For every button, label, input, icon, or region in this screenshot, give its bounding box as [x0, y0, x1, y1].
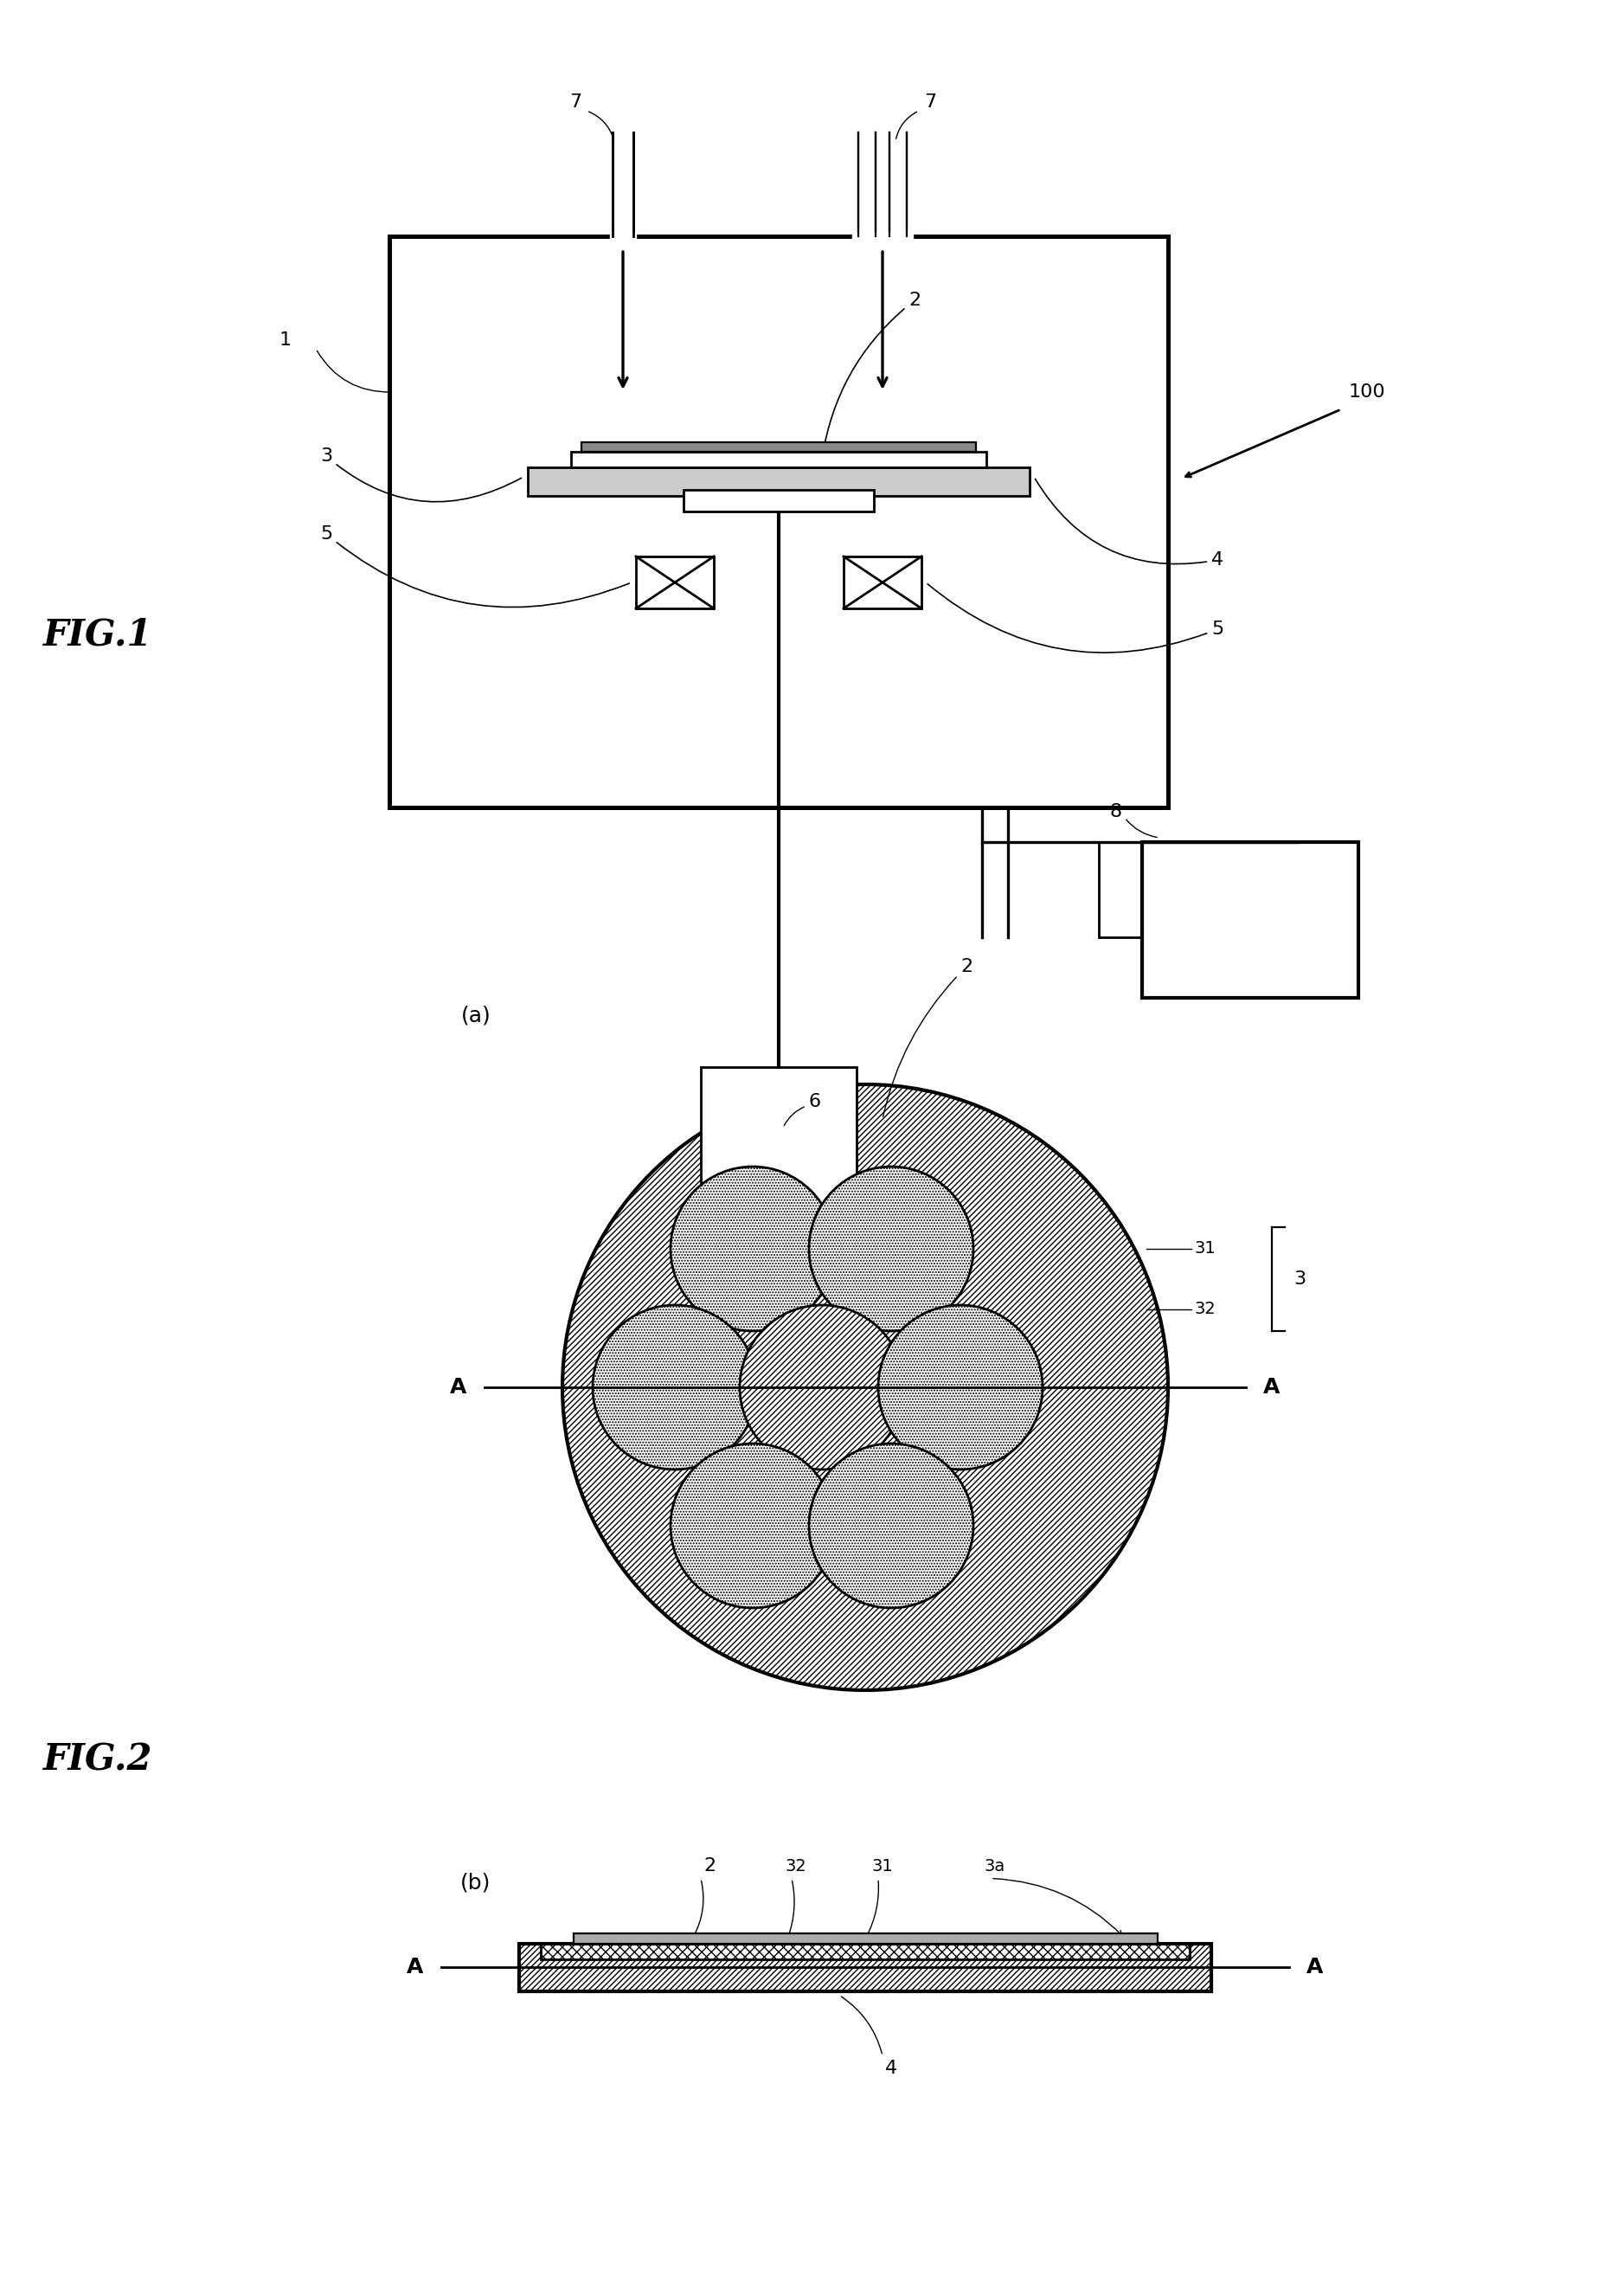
Bar [581, 443, 976, 452]
Text: 5: 5 [320, 526, 630, 606]
Text: FIG.2: FIG.2 [44, 1740, 153, 1777]
Circle shape [671, 1166, 835, 1332]
Text: 32: 32 [786, 1857, 807, 1874]
Text: 5: 5 [927, 583, 1223, 652]
Text: FIG.1: FIG.1 [44, 615, 153, 652]
Text: 2: 2 [703, 1857, 716, 1874]
Text: 8: 8 [1111, 804, 1122, 820]
Text: A: A [1307, 1956, 1324, 1977]
Text: 100: 100 [1348, 383, 1385, 402]
Circle shape [741, 1304, 905, 1469]
Circle shape [809, 1166, 973, 1332]
Text: 31: 31 [872, 1857, 893, 1874]
Bar [843, 556, 921, 608]
Bar [637, 556, 715, 608]
Bar [1099, 843, 1229, 937]
Bar [572, 452, 986, 468]
Circle shape [562, 1084, 1168, 1690]
Circle shape [809, 1444, 973, 1607]
Text: 4: 4 [1034, 480, 1223, 569]
Circle shape [593, 1304, 757, 1469]
Bar [528, 468, 1030, 496]
Bar [1142, 843, 1358, 999]
Text: 31: 31 [1194, 1240, 1215, 1256]
Text: 7: 7 [924, 94, 935, 110]
Text: (b): (b) [461, 1871, 490, 1894]
Bar [541, 1942, 1190, 1958]
Text: 3a: 3a [984, 1857, 1005, 1874]
Text: (a): (a) [461, 1006, 490, 1026]
Text: 3: 3 [1293, 1270, 1306, 1288]
Text: 7: 7 [570, 94, 581, 110]
Circle shape [671, 1444, 835, 1607]
Bar [684, 489, 874, 512]
Text: A: A [1263, 1378, 1280, 1398]
Text: A: A [408, 1956, 424, 1977]
Bar [520, 1942, 1212, 1991]
Text: 2: 2 [822, 292, 921, 457]
Bar [702, 1068, 856, 1205]
Bar [390, 236, 1168, 808]
Text: A: A [450, 1378, 468, 1398]
Text: 4: 4 [885, 2060, 898, 2078]
Text: 1: 1 [279, 331, 292, 349]
Text: 6: 6 [809, 1093, 822, 1111]
Text: 2: 2 [883, 957, 973, 1116]
Text: 32: 32 [1194, 1302, 1215, 1318]
Text: 3: 3 [320, 448, 521, 503]
Bar [573, 1933, 1158, 1942]
Circle shape [879, 1304, 1043, 1469]
